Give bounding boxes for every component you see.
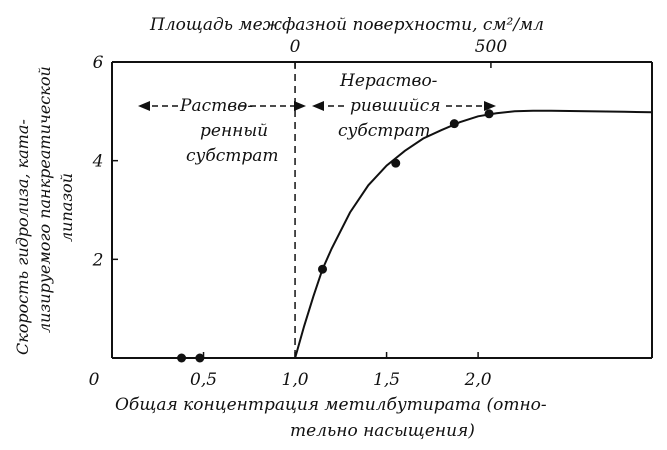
tick-group: 0 0,5 1,0 1,5 2,0 2 4 6 0 500	[89, 37, 508, 390]
x-tick-label-1: 0,5	[190, 370, 217, 390]
data-point-1	[195, 353, 205, 363]
y-tick-label-2: 6	[93, 53, 104, 73]
top-tick-label-0: 0	[290, 37, 301, 57]
x-axis-label-line-1: Общая концентрация метилбутирата (отно-	[115, 395, 547, 415]
y-tick-label-1: 4	[92, 152, 104, 172]
x-tick-label-4: 2,0	[464, 370, 492, 390]
undissolved-region: Нераство- рившийся субстрат	[312, 71, 496, 141]
dissolved-label-line-2: ренный	[200, 121, 268, 141]
x-tick-label-0: 0	[89, 370, 100, 390]
dissolved-label-line-1: Раство-	[179, 96, 253, 116]
data-point-4	[449, 119, 459, 129]
y-axis-label-line-1: Скорость гидролиза, ката-	[13, 119, 32, 355]
top-tick-label-1: 500	[475, 37, 508, 57]
y-axis-label-line-2: лизируемого панкреатической	[35, 66, 54, 333]
undissolved-label-line-3: субстрат	[338, 121, 431, 141]
dissolved-arrow-head-right	[294, 101, 306, 111]
data-marks	[177, 62, 653, 363]
data-point-3	[391, 158, 401, 168]
undissolved-arrow-head-left	[312, 101, 324, 111]
dissolved-region: Раство- ренный субстрат	[138, 96, 306, 166]
y-tick-label-0: 2	[92, 250, 104, 270]
undissolved-arrow-head-right	[484, 101, 496, 111]
undissolved-label-line-2: рившийся	[350, 96, 441, 116]
dissolved-label-line-3: субстрат	[186, 146, 279, 166]
x-tick-label-2: 1,0	[282, 370, 309, 390]
data-point-2	[318, 264, 328, 274]
x-tick-label-3: 1,5	[373, 370, 400, 390]
data-point-0	[177, 353, 187, 363]
undissolved-label-line-1: Нераство-	[339, 71, 438, 91]
x-axis-label-line-2: тельно насыщения)	[290, 421, 475, 441]
data-point-5	[484, 109, 494, 119]
dissolved-arrow-head	[138, 101, 150, 111]
y-axis-label-line-3: липазой	[57, 173, 76, 242]
top-axis-label: Площадь межфазной поверхности, см²/мл	[149, 15, 544, 35]
fitted-curve	[294, 109, 653, 359]
